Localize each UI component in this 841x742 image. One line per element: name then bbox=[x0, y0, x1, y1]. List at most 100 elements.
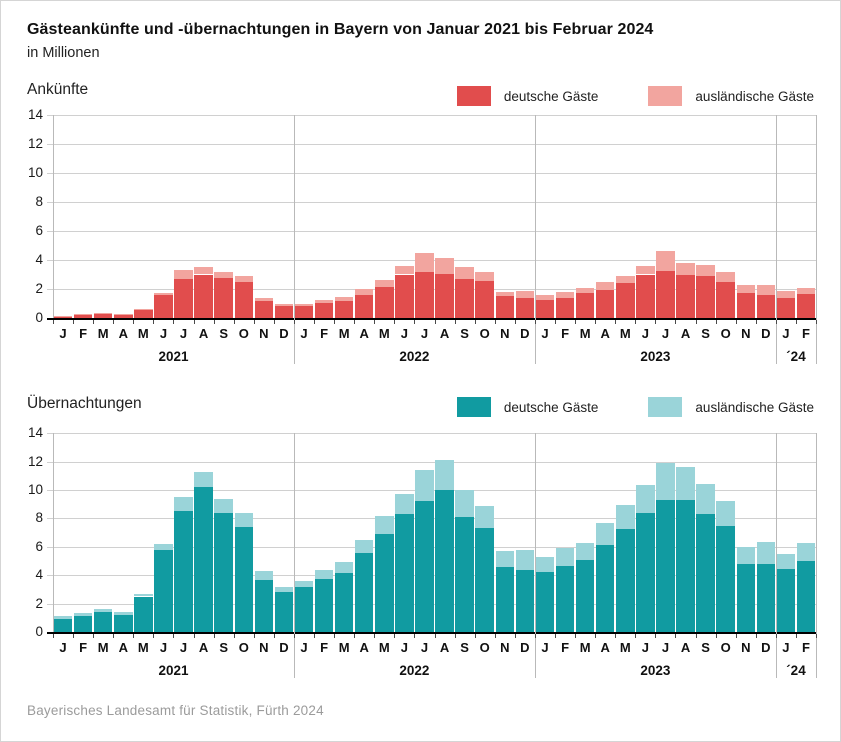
bar-segment-domestic bbox=[93, 313, 113, 318]
bar-segment-foreign bbox=[154, 543, 173, 550]
legend-label: deutsche Gäste bbox=[503, 399, 599, 415]
bar-segment-foreign bbox=[53, 315, 73, 317]
section-label-nights: Übernachtungen bbox=[27, 395, 142, 412]
year-label: 2022 bbox=[399, 663, 430, 678]
month-label: D bbox=[520, 326, 530, 341]
month-label: F bbox=[79, 640, 88, 655]
month-tick bbox=[795, 634, 797, 638]
legend-swatch-domestic bbox=[456, 86, 491, 106]
month-label: S bbox=[701, 640, 710, 655]
year-label: 2023 bbox=[640, 663, 671, 678]
month-tick bbox=[555, 320, 556, 324]
month-tick bbox=[334, 634, 336, 638]
bar-segment-domestic bbox=[53, 316, 73, 318]
bar-segment-domestic bbox=[254, 300, 274, 318]
y-tick-label: 0 bbox=[35, 310, 43, 325]
bar-segment-foreign bbox=[375, 515, 394, 534]
gridline bbox=[47, 144, 817, 145]
month-tick bbox=[253, 320, 255, 324]
bar-segment-foreign bbox=[575, 287, 595, 294]
y-tick-label: 10 bbox=[27, 482, 43, 497]
month-label: A bbox=[439, 640, 450, 655]
bar-segment-foreign bbox=[495, 291, 515, 297]
bar-segment-domestic bbox=[234, 281, 253, 318]
bar-segment-domestic bbox=[796, 561, 816, 632]
y-tick-label: 0 bbox=[35, 624, 43, 639]
bar-segment-foreign bbox=[93, 312, 113, 314]
bar-segment-foreign bbox=[134, 308, 153, 310]
year-separator bbox=[293, 115, 295, 364]
bar-segment-domestic bbox=[676, 499, 695, 632]
year-separator bbox=[293, 433, 295, 678]
bar-segment-domestic bbox=[656, 270, 675, 318]
bar-segment-domestic bbox=[355, 553, 374, 632]
month-tick bbox=[394, 320, 396, 324]
bar-segment-foreign bbox=[696, 265, 715, 276]
bar-segment-foreign bbox=[535, 556, 555, 572]
y-tick-label: 4 bbox=[35, 252, 43, 267]
month-tick bbox=[153, 634, 155, 638]
legend-label: ausländische Gäste bbox=[695, 88, 814, 104]
bar-segment-domestic bbox=[475, 281, 494, 318]
month-label: J bbox=[59, 326, 67, 341]
bar-segment-foreign bbox=[616, 275, 635, 284]
legend-swatch-foreign bbox=[648, 397, 683, 417]
bar-segment-domestic bbox=[174, 278, 193, 318]
legend-nights: deutsche Gäste ausländische Gäste bbox=[456, 397, 814, 417]
bar-segment-foreign bbox=[93, 608, 113, 613]
bar-segment-domestic bbox=[555, 565, 575, 632]
month-tick bbox=[775, 634, 777, 638]
bar-segment-foreign bbox=[555, 548, 575, 566]
bar-segment-foreign bbox=[274, 304, 294, 307]
year-label: 2021 bbox=[158, 349, 189, 364]
month-tick bbox=[534, 634, 536, 638]
month-label: S bbox=[219, 326, 228, 341]
month-tick bbox=[514, 320, 516, 324]
year-label: 2021 bbox=[158, 663, 189, 678]
month-label: A bbox=[439, 326, 450, 341]
bar-segment-foreign bbox=[776, 291, 796, 299]
year-separator bbox=[534, 115, 536, 364]
bar-segment-foreign bbox=[234, 512, 253, 527]
bar-segment-domestic bbox=[294, 306, 314, 318]
bar-segment-foreign bbox=[355, 289, 374, 295]
bar-segment-domestic bbox=[174, 511, 193, 632]
bar-segment-domestic bbox=[114, 614, 133, 632]
month-tick bbox=[113, 634, 115, 638]
month-tick bbox=[675, 320, 677, 324]
month-label: A bbox=[118, 326, 128, 341]
month-label: M bbox=[378, 640, 390, 655]
gridline bbox=[47, 289, 817, 290]
bar-segment-domestic bbox=[696, 275, 715, 318]
month-tick bbox=[53, 634, 54, 638]
bar-segment-domestic bbox=[214, 512, 233, 632]
month-tick bbox=[454, 320, 456, 324]
month-tick bbox=[193, 634, 195, 638]
legend-arrivals: deutsche Gäste ausländische Gäste bbox=[456, 86, 814, 106]
month-tick bbox=[173, 320, 175, 324]
month-tick bbox=[253, 634, 255, 638]
month-label: S bbox=[460, 640, 469, 655]
bar-segment-domestic bbox=[314, 578, 334, 632]
bar-segment-domestic bbox=[535, 571, 555, 632]
month-label: D bbox=[520, 640, 530, 655]
bar-segment-domestic bbox=[334, 573, 354, 632]
bar-segment-foreign bbox=[636, 485, 655, 513]
bar-segment-domestic bbox=[495, 566, 515, 632]
bar-segment-domestic bbox=[696, 514, 715, 632]
month-label: J bbox=[541, 326, 549, 341]
month-tick bbox=[233, 320, 235, 324]
month-tick bbox=[595, 634, 597, 638]
bar-segment-domestic bbox=[776, 298, 796, 318]
legend-item: deutsche Gäste bbox=[456, 397, 599, 417]
bar-segment-foreign bbox=[475, 272, 494, 281]
bar-segment-foreign bbox=[334, 561, 354, 574]
month-label: J bbox=[782, 640, 790, 655]
bar-segment-foreign bbox=[475, 505, 494, 529]
month-tick bbox=[374, 634, 376, 638]
month-tick bbox=[595, 320, 597, 324]
bar-segment-domestic bbox=[435, 273, 454, 318]
bar-segment-foreign bbox=[535, 294, 555, 300]
month-tick bbox=[735, 320, 737, 324]
